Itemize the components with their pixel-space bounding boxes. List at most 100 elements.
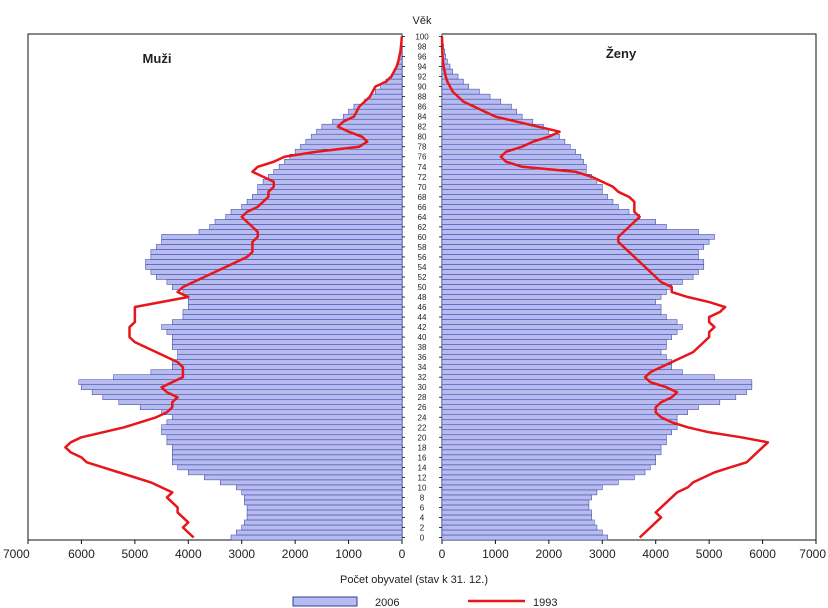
bar-female-2006-age-48 — [441, 294, 662, 300]
bar-male-2006-age-23 — [166, 419, 403, 426]
bar-female-2006-age-19 — [441, 439, 667, 446]
bar-male-2006-age-10 — [236, 484, 403, 491]
age-tick-label-50: 50 — [418, 283, 427, 292]
bar-male-2006-age-37 — [177, 349, 403, 355]
age-tick-label-10: 10 — [418, 483, 427, 492]
bar-female-2006-age-41 — [441, 329, 678, 335]
bar-female-2006-age-8 — [441, 494, 592, 501]
bar-male-2006-age-26 — [139, 404, 403, 410]
bar-female-2006-age-20 — [441, 434, 667, 441]
bar-female-2006-age-79 — [441, 138, 566, 145]
bar-male-2006-age-31 — [78, 379, 403, 385]
bar-male-2006-age-61 — [198, 229, 403, 235]
bar-male-2006-age-14 — [177, 464, 403, 471]
bar-female-2006-age-31 — [441, 379, 753, 385]
bar-male-2006-age-55 — [145, 259, 403, 265]
age-tick-label-66: 66 — [418, 203, 427, 212]
age-tick-label-74: 74 — [418, 163, 427, 172]
bar-male-2006-age-65 — [230, 209, 403, 215]
age-tick-label-54: 54 — [418, 263, 427, 272]
bar-male-2006-age-8 — [244, 494, 403, 501]
bar-male-2006-age-21 — [161, 429, 403, 436]
x-tick-label-male-5000: 5000 — [122, 547, 149, 561]
age-axis: 0246810121416182022242628303234363840424… — [402, 33, 442, 543]
bar-female-2006-age-51 — [441, 279, 683, 285]
age-tick-label-34: 34 — [418, 363, 427, 372]
age-tick-label-86: 86 — [418, 103, 427, 112]
age-tick-label-44: 44 — [418, 313, 427, 322]
bar-male-2006-age-50 — [172, 284, 403, 290]
bar-male-2006-age-13 — [188, 469, 403, 476]
bar-female-2006-age-70 — [441, 184, 603, 190]
bar-female-2006-age-87 — [441, 98, 502, 105]
age-tick-label-62: 62 — [418, 223, 427, 232]
bar-male-2006-age-69 — [257, 189, 403, 195]
bar-male-2006-age-3 — [244, 519, 403, 526]
bar-male-2006-age-54 — [145, 264, 403, 270]
bar-female-2006-age-78 — [441, 143, 571, 150]
age-tick-label-52: 52 — [418, 273, 427, 282]
age-tick-label-26: 26 — [418, 403, 427, 412]
age-tick-label-58: 58 — [418, 243, 427, 252]
bar-female-2006-age-89 — [441, 88, 480, 95]
age-tick-label-0: 0 — [420, 534, 425, 543]
bar-male-2006-age-88 — [369, 93, 403, 100]
bar-female-2006-age-6 — [441, 504, 590, 511]
bar-female-2006-age-57 — [441, 249, 699, 255]
age-tick-label-84: 84 — [418, 113, 427, 122]
bar-male-2006-age-7 — [244, 499, 403, 506]
age-tick-label-4: 4 — [420, 513, 425, 522]
bar-male-2006-age-32 — [113, 374, 403, 380]
bar-female-2006-age-62 — [441, 224, 667, 230]
bar-female-2006-age-16 — [441, 454, 656, 461]
bar-female-2006-age-27 — [441, 399, 721, 405]
bar-female-2006-age-68 — [441, 194, 608, 200]
bar-female-2006-age-39 — [441, 339, 667, 345]
age-tick-label-48: 48 — [418, 293, 427, 302]
bar-male-2006-age-42 — [161, 324, 403, 330]
bar-female-2006-age-14 — [441, 464, 651, 471]
bar-female-2006-age-37 — [441, 349, 662, 355]
bar-female-2006-age-91 — [441, 78, 464, 85]
bar-female-2006-age-32 — [441, 374, 715, 380]
x-tick-label-female-5000: 5000 — [696, 547, 723, 561]
bar-male-2006-age-73 — [273, 169, 403, 175]
bar-female-2006-age-64 — [441, 214, 640, 220]
bar-male-2006-age-81 — [316, 128, 403, 135]
bar-female-2006-age-26 — [441, 404, 699, 410]
bar-female-2006-age-90 — [441, 83, 469, 90]
age-tick-label-96: 96 — [418, 53, 427, 62]
bar-male-2006-age-71 — [262, 179, 403, 185]
bar-male-2006-age-67 — [246, 199, 403, 205]
bar-female-2006-age-81 — [441, 128, 550, 135]
bar-female-2006-age-46 — [441, 304, 662, 310]
bar-female-2006-age-9 — [441, 489, 598, 496]
bar-female-2006-age-7 — [441, 499, 590, 506]
age-tick-label-12: 12 — [418, 473, 427, 482]
legend-label-2006: 2006 — [375, 597, 399, 608]
bar-male-2006-age-87 — [364, 98, 403, 105]
age-tick-label-82: 82 — [418, 123, 427, 132]
bar-female-2006-age-3 — [441, 519, 595, 526]
bar-male-2006-age-33 — [150, 369, 403, 375]
bar-male-2006-age-90 — [380, 83, 403, 90]
bar-male-2006-age-18 — [172, 444, 403, 451]
bar-male-2006-age-75 — [284, 159, 403, 165]
age-tick-label-38: 38 — [418, 343, 427, 352]
line-male-1993 — [64, 36, 403, 539]
age-tick-label-30: 30 — [418, 383, 427, 392]
legend-swatch-2006 — [292, 596, 358, 607]
bar-male-2006-age-70 — [257, 184, 403, 190]
age-tick-label-68: 68 — [418, 193, 427, 202]
bar-female-2006-age-38 — [441, 344, 667, 350]
bar-female-2006-age-40 — [441, 334, 672, 340]
bar-male-2006-age-49 — [182, 289, 403, 295]
bar-female-2006-age-61 — [441, 229, 699, 235]
bar-male-2006-age-6 — [246, 504, 403, 511]
bar-female-2006-age-60 — [441, 234, 715, 240]
x-tick-label-female-3000: 3000 — [589, 547, 616, 561]
x-axis-title: Počet obyvatel (stav k 31. 12.) — [340, 574, 488, 586]
female-2006-bars — [441, 33, 753, 541]
bar-male-2006-age-53 — [150, 269, 403, 275]
